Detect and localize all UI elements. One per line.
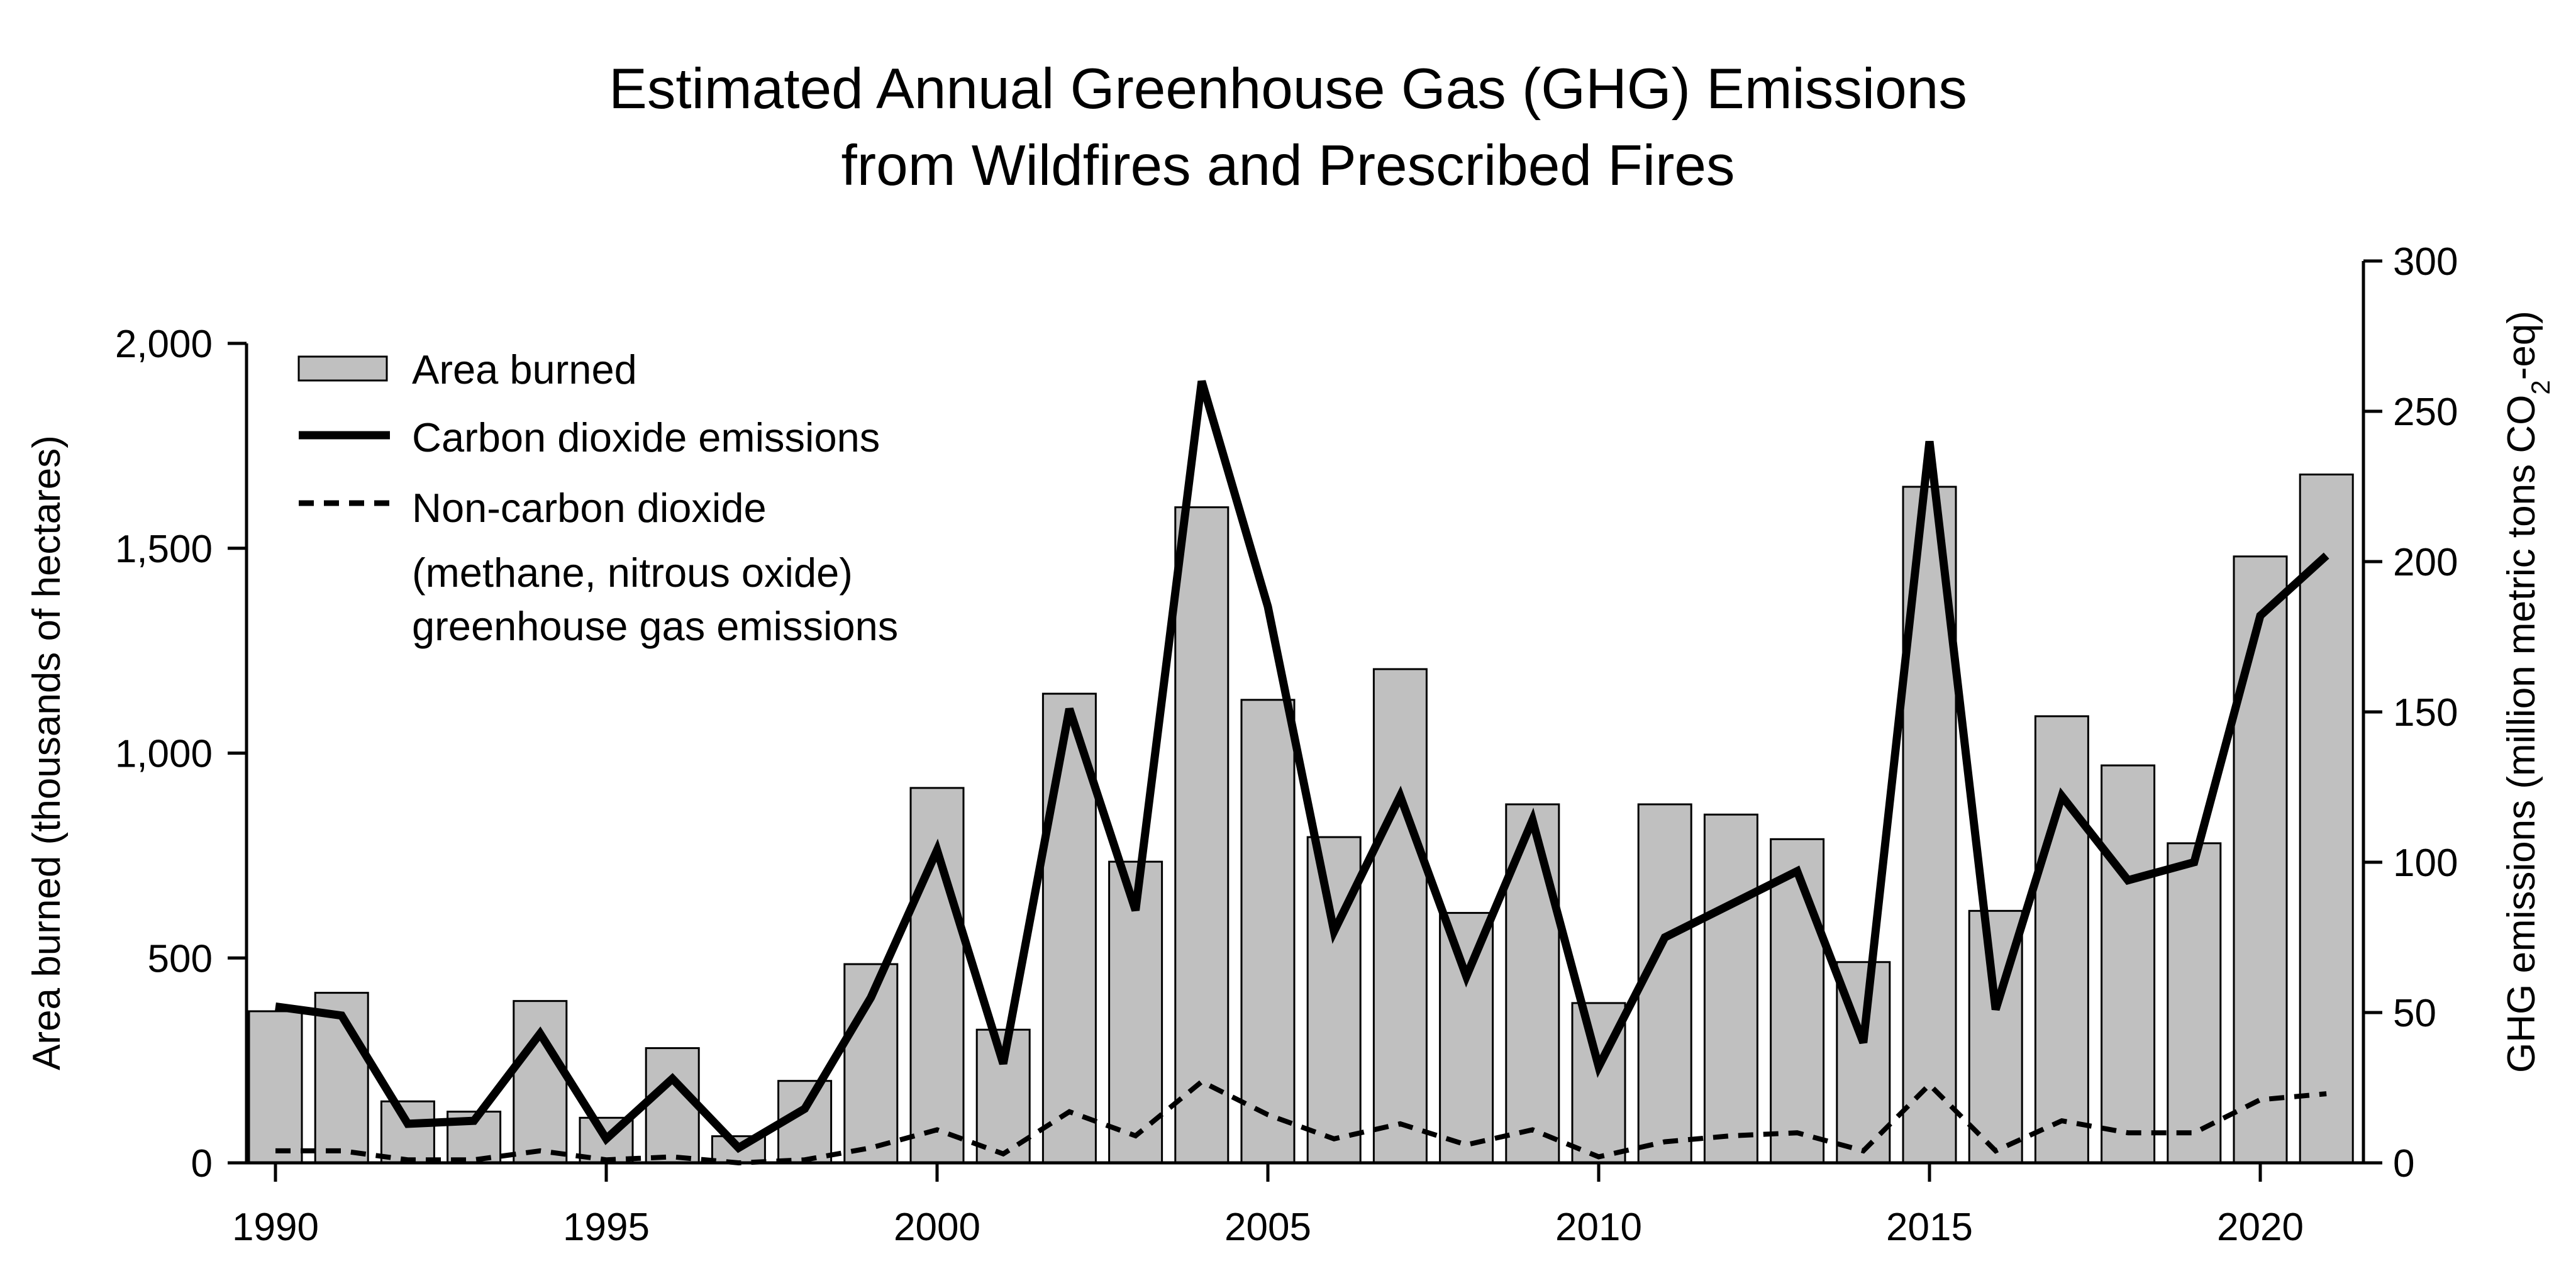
left-tick-label: 1,000 <box>115 733 213 776</box>
legend-label-non-co2-line-2: (methane, nitrous oxide) <box>412 550 853 596</box>
legend-label-co2: Carbon dioxide emissions <box>412 414 880 460</box>
bar-1992 <box>380 1100 435 1164</box>
right-axis-title-prefix: GHG emissions (million metric tons CO <box>2500 395 2543 1073</box>
bar-2011 <box>1637 803 1692 1164</box>
x-tick-label: 2010 <box>1555 1206 1642 1249</box>
left-tick-label: 1,500 <box>115 528 213 571</box>
line-co2-emissions <box>275 380 2329 1153</box>
x-tick-label: 1995 <box>563 1206 650 1249</box>
line-series <box>275 380 2329 1166</box>
x-tick-label: 2005 <box>1224 1206 1311 1249</box>
legend-label-area-burned: Area burned <box>412 347 637 392</box>
chart-title-line-1: Estimated Annual Greenhouse Gas (GHG) Em… <box>609 57 1967 121</box>
right-axis-title-suffix: -eq) <box>2500 311 2543 380</box>
bar-2007 <box>1372 668 1428 1164</box>
right-axis-title-subscript: 2 <box>2526 380 2555 394</box>
right-axis-title: GHG emissions (million metric tons CO2-e… <box>2500 311 2555 1073</box>
right-axis-ticks: 0 50 100 150 200 250 300 <box>2363 240 2458 1185</box>
bar-2005 <box>1240 699 1296 1164</box>
left-tick-label: 0 <box>191 1142 213 1185</box>
bar-2020 <box>2233 555 2288 1164</box>
x-tick-label: 2000 <box>894 1206 980 1249</box>
x-tick-label: 2015 <box>1886 1206 1973 1249</box>
legend-swatch-area-burned <box>297 355 388 382</box>
bar-2012 <box>1703 813 1758 1164</box>
left-tick-label: 2,000 <box>115 323 213 366</box>
left-axis-title: Area burned (thousands of hectares) <box>25 435 69 1070</box>
right-tick-label: 200 <box>2393 541 2458 584</box>
bar-1996 <box>645 1047 700 1164</box>
bar-2019 <box>2167 842 2222 1164</box>
bar-2008 <box>1439 912 1494 1164</box>
left-tick-label: 500 <box>148 937 213 980</box>
legend-label-non-co2-line-1: Non-carbon dioxide <box>412 485 767 531</box>
x-axis-ticks: 1990 1995 2000 2005 2010 2015 2020 <box>232 1163 2304 1249</box>
legend: Area burned Carbon dioxide emissions Non… <box>297 347 898 649</box>
bar-2003 <box>1108 860 1163 1164</box>
bar-2018 <box>2101 764 2156 1164</box>
chart-title-line-2: from Wildfires and Prescribed Fires <box>841 134 1735 197</box>
left-axis-ticks: 0 500 1,000 1,500 2,000 <box>115 323 247 1185</box>
bar-2013 <box>1770 838 1825 1164</box>
bar-series-area-burned <box>248 473 2354 1164</box>
bar-2017 <box>2034 715 2089 1164</box>
x-tick-label: 1990 <box>232 1206 319 1249</box>
right-tick-label: 100 <box>2393 841 2458 885</box>
chart-title: Estimated Annual Greenhouse Gas (GHG) Em… <box>609 57 1967 197</box>
right-tick-label: 150 <box>2393 691 2458 735</box>
bar-1990 <box>248 1010 303 1164</box>
right-tick-label: 50 <box>2393 992 2436 1035</box>
right-tick-label: 300 <box>2393 240 2458 284</box>
right-tick-label: 250 <box>2393 391 2458 434</box>
bar-2004 <box>1174 506 1230 1164</box>
x-tick-label: 2020 <box>2217 1206 2304 1249</box>
legend-label-non-co2-line-3: greenhouse gas emissions <box>412 603 898 649</box>
right-tick-label: 0 <box>2393 1142 2414 1185</box>
bar-1994 <box>513 1000 568 1164</box>
